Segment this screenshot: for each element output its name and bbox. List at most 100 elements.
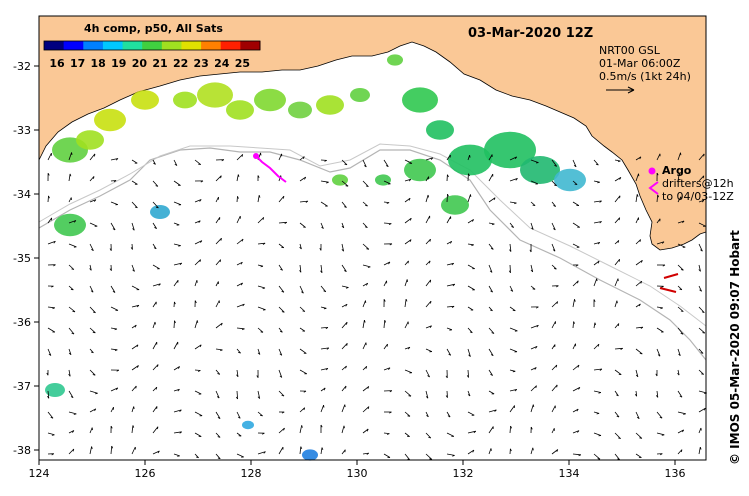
current-arrow — [530, 201, 536, 206]
current-arrow — [68, 390, 74, 398]
current-arrow-head — [508, 270, 511, 274]
current-arrow — [572, 159, 577, 167]
current-arrow — [152, 321, 156, 329]
current-arrow-head — [240, 282, 243, 286]
current-arrow-head — [241, 238, 244, 242]
current-arrow-head — [678, 173, 681, 176]
current-arrow — [320, 347, 329, 350]
current-arrow-head — [576, 408, 579, 412]
current-arrow-head — [490, 248, 494, 250]
current-arrow-head — [53, 241, 56, 244]
current-arrow-head — [132, 228, 135, 231]
current-arrow — [68, 264, 75, 270]
current-arrow — [131, 425, 134, 434]
shelf-contour-line — [38, 147, 707, 361]
current-arrow — [152, 201, 159, 209]
current-arrow-head — [427, 194, 429, 198]
drifter-track-red-2 — [659, 287, 677, 293]
current-arrow — [152, 159, 156, 165]
current-arrow-head — [48, 353, 52, 356]
current-arrow-head — [597, 181, 600, 184]
current-arrow-head — [198, 220, 201, 223]
current-arrow-head — [279, 375, 283, 378]
current-arrow — [551, 449, 559, 455]
current-arrow — [89, 369, 96, 376]
current-arrow-head — [578, 454, 582, 457]
current-arrow-head — [405, 298, 408, 302]
current-arrow — [173, 366, 180, 371]
current-arrow-head — [257, 352, 261, 355]
current-arrow — [656, 241, 665, 245]
current-arrow — [110, 306, 119, 311]
current-arrow — [467, 390, 471, 397]
current-arrow — [341, 404, 346, 413]
current-arrow-head — [532, 204, 536, 206]
current-arrow — [341, 449, 346, 455]
current-arrow — [698, 306, 705, 313]
current-arrow-head — [429, 458, 432, 460]
current-arrow-head — [681, 449, 683, 453]
current-arrow — [446, 216, 452, 224]
current-arrow-head — [430, 301, 432, 304]
current-arrow — [194, 280, 198, 287]
current-arrow — [656, 411, 663, 419]
current-arrow-head — [284, 221, 288, 225]
current-arrow — [278, 264, 283, 271]
current-info-line3: 0.5m/s (1kt 24h) — [599, 70, 691, 83]
current-arrow — [614, 278, 619, 287]
sst-patch — [441, 195, 469, 215]
colorbar-tick-label: 23 — [194, 57, 209, 70]
current-arrow-head — [320, 424, 323, 428]
current-arrow — [257, 306, 266, 311]
current-arrow-head — [114, 328, 118, 331]
current-arrow — [530, 324, 539, 329]
current-arrow — [614, 411, 620, 418]
current-arrow — [68, 411, 77, 415]
current-arrow — [299, 200, 308, 203]
current-arrow — [698, 264, 701, 272]
current-arrow-head — [532, 404, 535, 408]
current-arrow — [614, 323, 620, 329]
current-arrow-head — [94, 408, 97, 412]
current-arrow-head — [556, 285, 559, 288]
current-arrow-head — [700, 352, 704, 354]
current-arrow — [446, 262, 454, 266]
current-arrow-head — [115, 158, 119, 161]
current-arrow — [509, 178, 518, 182]
current-arrow-head — [157, 364, 159, 367]
current-arrow — [341, 222, 345, 228]
current-arrow-head — [530, 269, 533, 273]
current-arrow-head — [553, 205, 556, 207]
current-arrow-head — [345, 185, 349, 187]
current-arrow — [362, 243, 370, 250]
current-arrow — [677, 348, 681, 356]
current-arrow-head — [490, 309, 493, 312]
current-arrow — [194, 320, 198, 329]
current-arrow-head — [467, 394, 471, 397]
current-arrow — [635, 326, 643, 329]
current-arrow — [320, 368, 328, 371]
current-arrow — [362, 320, 365, 329]
current-arrow — [299, 327, 306, 332]
current-arrow-head — [535, 306, 539, 309]
current-arrow — [572, 430, 580, 434]
current-arrow — [509, 222, 515, 228]
current-arrow — [152, 450, 160, 455]
current-arrow-head — [383, 299, 386, 302]
current-arrow — [68, 306, 76, 313]
x-tick-label: 124 — [29, 467, 50, 480]
current-arrow-head — [698, 269, 701, 272]
current-arrow — [362, 386, 370, 392]
current-arrow — [215, 237, 222, 245]
current-arrow — [530, 367, 537, 371]
current-arrow — [89, 306, 96, 314]
current-arrow — [236, 453, 244, 458]
current-arrow — [467, 327, 473, 333]
current-arrow-head — [90, 290, 94, 293]
current-arrow — [488, 197, 496, 203]
current-arrow — [215, 259, 221, 266]
current-arrow-head — [680, 269, 684, 271]
sst-patch — [54, 213, 86, 237]
current-arrow — [173, 180, 181, 186]
sst-patch — [226, 100, 254, 120]
